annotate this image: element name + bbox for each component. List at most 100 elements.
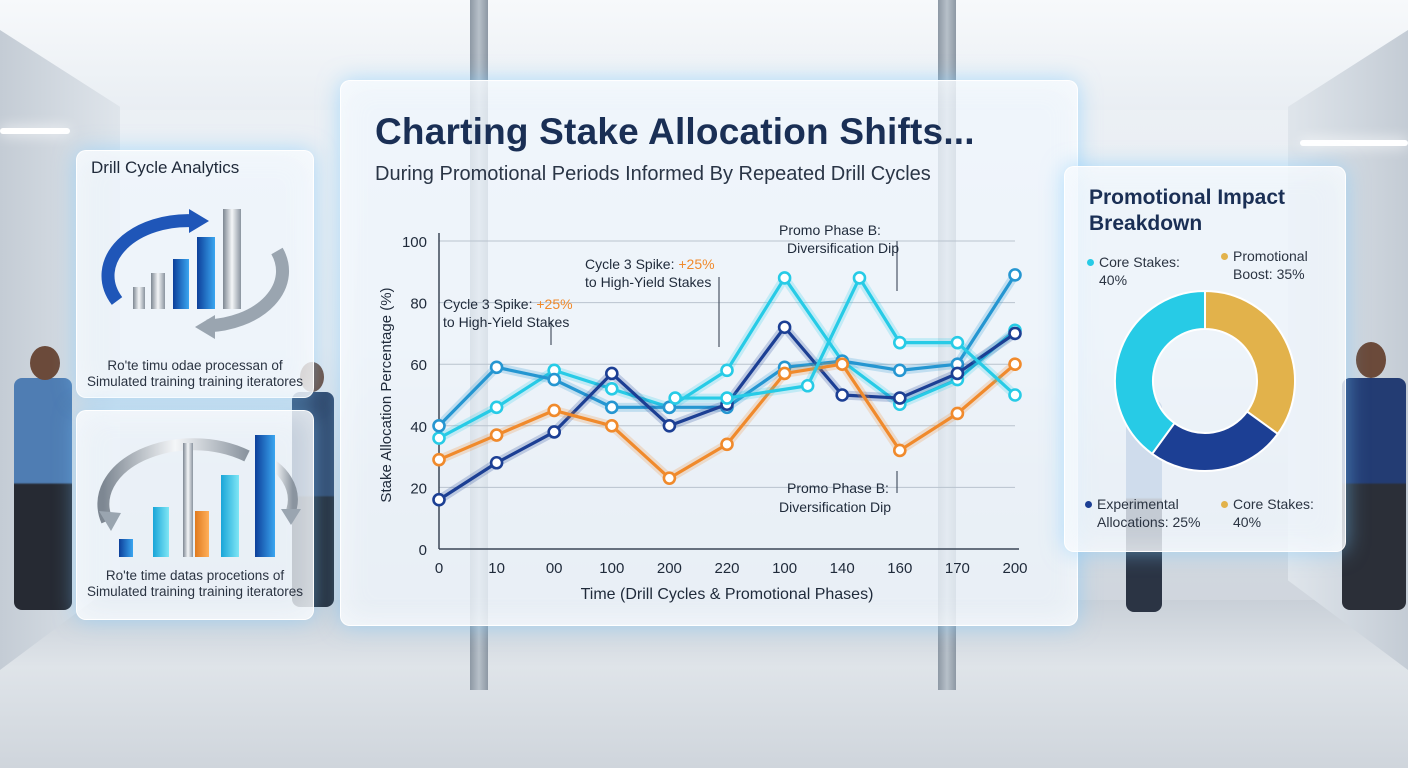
promotional-impact-panel: Promotional Impact Breakdown Core Stakes… [1064, 166, 1346, 552]
data-point [777, 366, 792, 381]
y-tick-label: 80 [410, 296, 427, 313]
data-point [892, 363, 907, 378]
legend-promotional-boost: Promotional Boost: 35% [1221, 247, 1308, 283]
data-point [668, 391, 682, 405]
data-point [432, 452, 446, 467]
data-point [777, 320, 792, 335]
data-point [950, 335, 965, 350]
data-point [800, 378, 815, 393]
data-point [489, 455, 504, 470]
legend-core-stakes-top: Core Stakes: 40% [1087, 253, 1180, 289]
drill-cycle-analytics-panel: Drill Cycle Analytics Ro'te timu odae pr… [76, 150, 314, 398]
training-iterations-panel: Ro'te time datas procetions of Simulated… [76, 410, 314, 620]
x-tick-label: 170 [945, 560, 970, 577]
data-point [1008, 268, 1022, 282]
data-point [852, 271, 867, 285]
data-point [777, 271, 792, 285]
annotation-text: Diversification Dip [779, 499, 891, 515]
data-point [1008, 326, 1022, 341]
annotation-highlight: +25% [536, 296, 572, 312]
person-figure [1342, 378, 1406, 610]
x-tick-label: 160 [887, 560, 912, 577]
data-point [720, 437, 734, 452]
panel-caption: Ro'te timu odae processan of [107, 358, 283, 373]
data-point [547, 372, 561, 387]
panel-caption: Ro'te time datas procetions of [105, 568, 285, 583]
x-tick-label: 140 [830, 560, 855, 577]
y-axis-label: Stake Allocation Percentage (%) [378, 287, 395, 502]
y-tick-label: 100 [402, 234, 427, 251]
main-chart-panel: Charting Stake Allocation Shifts... Duri… [340, 80, 1078, 626]
legend-experimental-allocations: Experimental Allocations: 25% [1085, 495, 1201, 531]
data-point [547, 425, 561, 439]
data-point [892, 443, 907, 458]
cycle-bar-chart-icon [101, 209, 290, 339]
floor [0, 600, 1408, 768]
chart-series [432, 268, 1022, 507]
annotation-text: to High-Yield Stakes [585, 274, 711, 290]
person-figure [14, 378, 72, 610]
person-head [1356, 342, 1386, 378]
data-point [604, 366, 619, 381]
data-point [489, 400, 504, 415]
person-head [30, 346, 60, 380]
x-tick-label: 10 [488, 560, 505, 577]
y-tick-label: 60 [410, 357, 427, 374]
pie-slice [1204, 289, 1296, 436]
chart-subtitle: During Promotional Periods Informed By R… [375, 163, 931, 185]
data-point [835, 357, 850, 372]
data-point [662, 400, 677, 415]
data-point [432, 492, 446, 507]
x-tick-label: 100 [599, 560, 624, 577]
data-point [950, 366, 965, 381]
legend-dot [1221, 253, 1228, 260]
annotation-line: Cycle 3 Spike: [585, 256, 678, 272]
data-point [892, 335, 907, 350]
panel-title: Drill Cycle Analytics [91, 158, 240, 177]
data-point [604, 400, 619, 415]
legend-dot [1087, 259, 1094, 266]
pie-chart-title: Promotional Impact Breakdown [1089, 186, 1286, 235]
legend-core-stakes-bottom: Core Stakes: 40% [1221, 495, 1314, 531]
data-point [489, 360, 504, 375]
data-point [662, 471, 677, 485]
x-tick-label: 0 [435, 560, 443, 577]
data-point [892, 391, 907, 405]
data-point [1008, 357, 1022, 372]
annotation-line: Cycle 3 Spike: [443, 296, 536, 312]
data-point [1008, 388, 1022, 402]
annotation-text: Cycle 3 Spike: +25% [585, 256, 715, 272]
donut-chart [1114, 289, 1296, 472]
data-point [489, 428, 504, 442]
data-point [720, 363, 734, 378]
x-tick-label: 200 [657, 560, 682, 577]
data-point [720, 391, 734, 405]
ceiling-light [1300, 140, 1408, 146]
chart-title: Charting Stake Allocation Shifts... [375, 111, 975, 152]
chart-annotations [550, 241, 898, 493]
data-point [432, 418, 446, 433]
data-point [604, 382, 619, 396]
data-point [662, 418, 677, 433]
cycle-bar-chart-icon [97, 435, 301, 557]
pie-slice [1114, 289, 1206, 456]
legend-dot [1221, 501, 1228, 508]
x-tick-label: 200 [1002, 560, 1027, 577]
annotation-text: Promo Phase B: [787, 480, 889, 496]
data-point [950, 406, 965, 421]
annotation-highlight: +25% [678, 256, 714, 272]
data-point [432, 431, 446, 445]
panel-caption: Simulated training training iteratores [86, 374, 304, 389]
y-tick-label: 0 [419, 542, 427, 559]
data-point [604, 418, 619, 433]
x-axis-label: Time (Drill Cycles & Promotional Phases) [581, 586, 874, 603]
data-point [547, 403, 561, 418]
y-tick-label: 40 [410, 419, 427, 436]
x-tick-label: 00 [546, 560, 563, 577]
x-tick-label: 220 [714, 560, 739, 577]
annotation-text: Cycle 3 Spike: +25% [443, 296, 573, 312]
legend-dot [1085, 501, 1092, 508]
ceiling-light [0, 128, 70, 134]
